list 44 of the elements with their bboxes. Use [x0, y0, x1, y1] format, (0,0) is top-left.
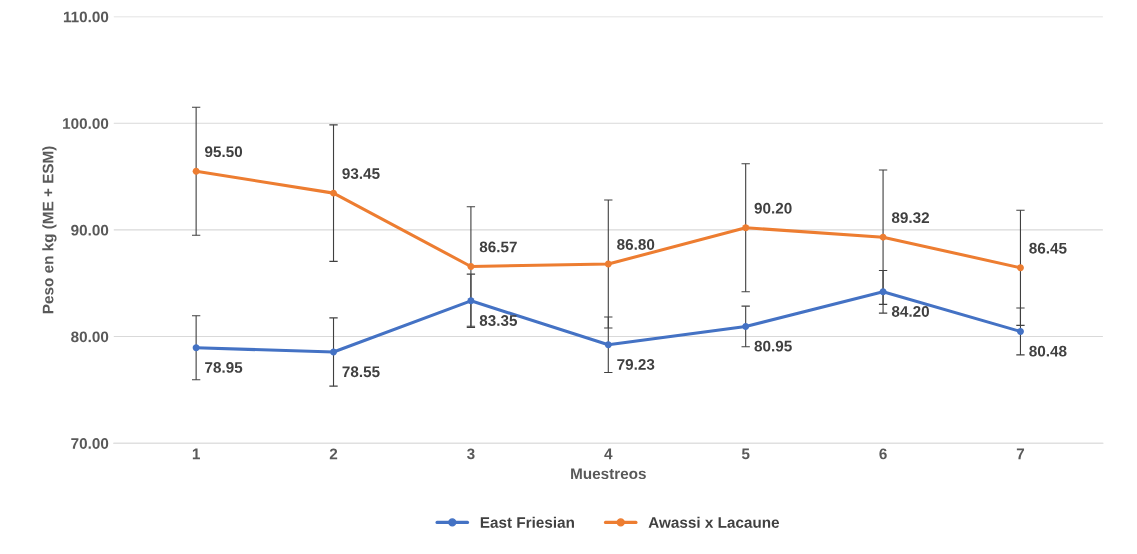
- legend-label: East Friesian: [480, 516, 574, 528]
- y-axis-title: Peso en kg (ME + ESM): [42, 146, 57, 314]
- x-tick-label: 6: [879, 448, 887, 460]
- point: [604, 341, 612, 349]
- point: [192, 344, 200, 352]
- point: [467, 297, 475, 305]
- x-tick-label: 5: [741, 448, 750, 460]
- data-label: 80.95: [754, 340, 792, 352]
- y-tick-label: 110.00: [63, 11, 109, 23]
- point: [1016, 327, 1024, 335]
- point: [330, 348, 337, 356]
- point: [330, 189, 337, 197]
- data-label: 79.23: [617, 359, 655, 370]
- x-tick-label: 4: [604, 448, 613, 460]
- legend-label: Awassi x Lacaune: [648, 516, 780, 528]
- data-label: 84.20: [891, 306, 930, 317]
- data-label: 80.48: [1029, 345, 1067, 357]
- point: [604, 260, 612, 268]
- x-axis-title: Muestreos: [571, 468, 646, 480]
- point: [742, 224, 750, 232]
- point: [742, 322, 750, 330]
- point: [879, 288, 887, 296]
- x-tick-label: 7: [1016, 448, 1025, 460]
- data-label: 78.95: [205, 362, 243, 373]
- y-tick-label: 90.00: [71, 224, 109, 236]
- y-tick-label: 80.00: [71, 331, 109, 343]
- data-label: 89.32: [891, 212, 930, 224]
- point: [1016, 264, 1024, 272]
- y-tick-label: 70.00: [71, 438, 109, 449]
- data-label: 86.57: [479, 241, 517, 253]
- data-label: 90.20: [754, 202, 792, 214]
- data-label: 95.50: [205, 146, 243, 158]
- data-label: 86.45: [1029, 242, 1067, 254]
- point: [192, 167, 200, 175]
- x-tick-label: 1: [192, 448, 200, 460]
- point: [879, 233, 887, 241]
- x-tick-label: 2: [329, 448, 338, 460]
- data-label: 83.35: [479, 315, 518, 326]
- data-label: 86.80: [617, 239, 655, 250]
- data-label: 93.45: [342, 168, 380, 180]
- point: [467, 263, 475, 270]
- x-tick-label: 3: [467, 448, 475, 460]
- y-tick-label: 100.00: [63, 118, 109, 129]
- data-label: 78.55: [342, 366, 380, 378]
